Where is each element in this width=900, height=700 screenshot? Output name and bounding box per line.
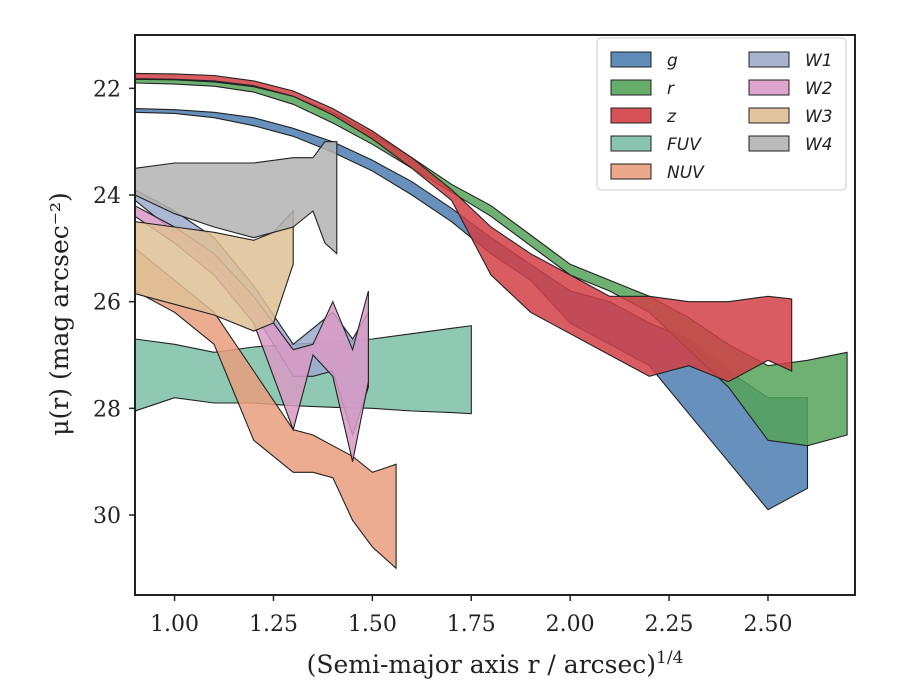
legend-label-r: r [667,79,675,99]
x-tick-label: 2.25 [645,612,694,637]
legend-swatch-fuv [610,135,652,152]
y-tick-label: 30 [93,504,121,529]
x-axis-label-base: (Semi-major axis r / arcsec) [307,650,656,679]
band-w3 [135,209,294,332]
y-tick-label: 24 [93,184,121,209]
legend-swatch-w1 [748,51,790,68]
band-z [135,72,793,383]
y-tick-label: 26 [93,291,121,316]
x-axis: 1.00 1.25 1.50 1.75 2.00 2.25 2.50 [150,595,792,637]
band-w4 [135,141,338,255]
x-tick-label: 1.25 [249,612,298,637]
legend-label-w1: W1 [805,51,833,71]
legend-label-z: z [666,107,677,127]
legend-label-nuv: NUV [667,163,705,183]
legend-label-fuv: FUV [667,135,702,155]
legend-box [596,37,847,191]
y-axis-label: μ(r) (mag arcsec⁻²) [45,192,74,435]
y-tick-label: 28 [93,397,121,422]
legend-label-w3: W3 [805,107,833,127]
legend: grz FUV NUV W1 W2 W3 W4 [596,37,847,191]
legend-label-g: g [667,51,678,71]
x-tick-label: 1.00 [150,612,199,637]
x-tick-label: 2.00 [546,612,595,637]
legend-swatch-w2 [748,79,790,96]
x-tick-label: 2.50 [743,612,792,637]
x-tick-label: 1.75 [447,612,496,637]
y-axis: 22 24 26 28 30 [93,77,135,529]
x-axis-label-exponent: 1/4 [656,648,683,668]
band-nuv [135,247,397,570]
x-tick-label: 1.50 [348,612,397,637]
y-tick-label: 22 [93,77,121,102]
legend-label-w4: W4 [805,135,833,155]
plot-frame [134,34,856,596]
legend-swatch-g [610,51,652,68]
x-axis-label: (Semi-major axis r / arcsec)1/4 [307,648,684,679]
band-layer [135,72,848,570]
legend-swatch-z [610,107,652,124]
legend-swatch-w3 [748,107,790,124]
legend-label-w2: W2 [805,79,833,99]
legend-swatch-nuv [610,163,652,180]
legend-swatch-r [610,79,652,96]
legend-swatch-w4 [748,135,790,152]
